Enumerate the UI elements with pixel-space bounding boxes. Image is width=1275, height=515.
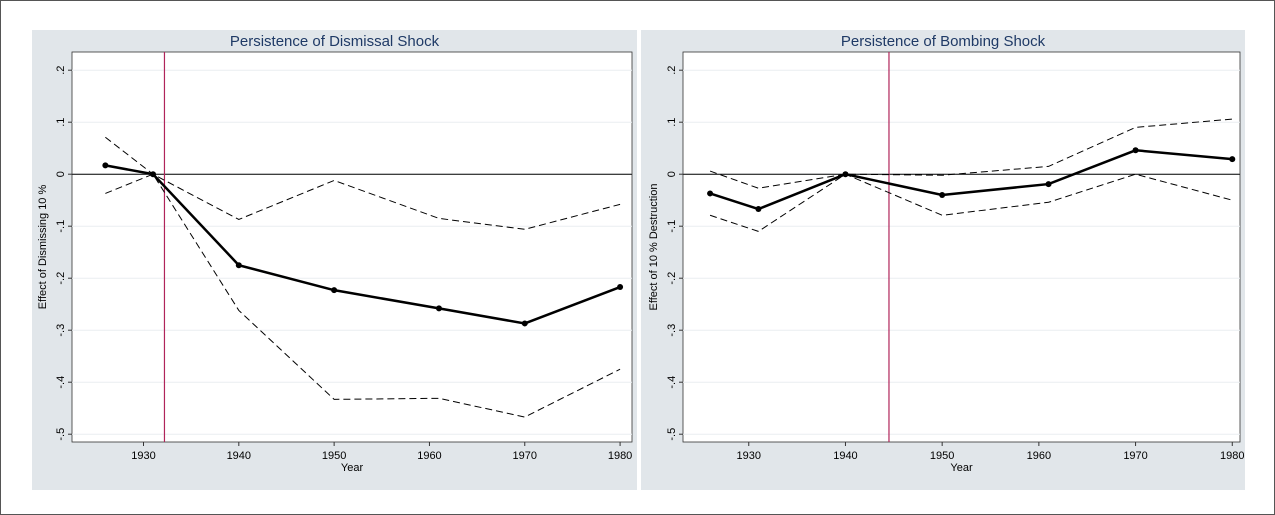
x-axis-title: Year: [341, 462, 364, 474]
x-tick-label: 1960: [417, 450, 441, 462]
y-tick-label: .2: [55, 66, 67, 75]
y-tick-label: 0: [666, 171, 678, 177]
y-tick-label: .1: [666, 118, 678, 127]
x-axis-title: Year: [950, 462, 973, 474]
series-line: [105, 173, 621, 418]
x-tick-label: 1970: [1123, 450, 1147, 462]
y-tick-label: .1: [55, 118, 67, 127]
x-tick-label: 1940: [833, 450, 857, 462]
x-tick-label: 1950: [930, 450, 954, 462]
point: [755, 206, 762, 213]
point: [102, 162, 109, 169]
y-tick-label: -.2: [55, 272, 67, 285]
y-tick-label: -.2: [666, 272, 678, 285]
point: [435, 305, 442, 312]
y-tick-label: -.5: [55, 428, 67, 441]
x-tick-label: 1940: [227, 450, 251, 462]
y-tick-label: -.4: [55, 376, 67, 389]
y-tick-label: .2: [666, 66, 678, 75]
chart-title: Persistence of Bombing Shock: [841, 33, 1046, 50]
y-axis-title: Effect of Dismissing 10 %: [37, 185, 49, 310]
point: [707, 190, 714, 197]
x-tick-label: 1950: [322, 450, 346, 462]
x-tick-label: 1930: [131, 450, 155, 462]
point: [331, 287, 338, 294]
y-tick-label: 0: [55, 171, 67, 177]
point: [939, 192, 946, 198]
plot-area: [71, 51, 633, 443]
y-tick-label: -.3: [55, 324, 67, 337]
point: [1229, 156, 1236, 163]
point: [521, 320, 528, 327]
point: [617, 284, 624, 291]
plot-area: [682, 51, 1241, 443]
point: [1132, 147, 1139, 154]
chart-title: Persistence of Dismissal Shock: [230, 33, 440, 50]
x-tick-label: 1980: [608, 450, 632, 462]
y-tick-label: -.1: [55, 220, 67, 233]
series-line: [105, 136, 621, 230]
y-tick-label: -.1: [666, 220, 678, 233]
y-axis-title: Effect of 10 % Destruction: [648, 184, 660, 311]
series-line: [709, 118, 1233, 189]
x-tick-label: 1970: [513, 450, 537, 462]
y-tick-label: -.3: [666, 324, 678, 337]
series-line: [709, 173, 1233, 232]
y-tick-label: -.4: [666, 376, 678, 389]
x-tick-label: 1930: [737, 450, 761, 462]
x-tick-label: 1980: [1220, 450, 1244, 462]
y-tick-label: -.5: [666, 428, 678, 441]
point: [235, 262, 242, 269]
x-tick-label: 1960: [1027, 450, 1051, 462]
point: [1045, 181, 1052, 188]
